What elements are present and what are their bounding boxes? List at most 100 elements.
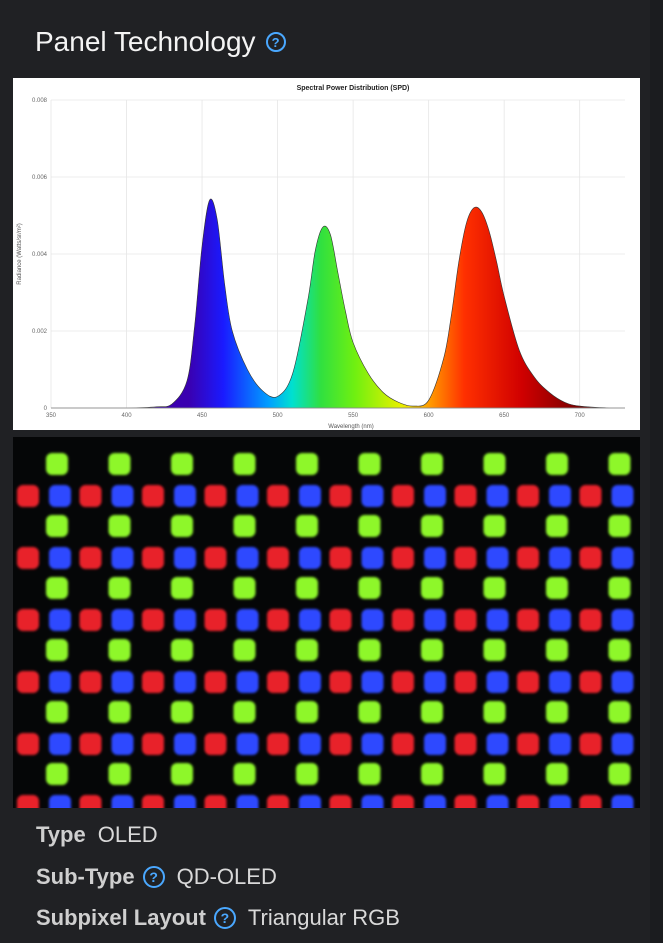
subpixel-red [267, 733, 289, 755]
subpixel-blue [424, 547, 446, 569]
subpixel-green [421, 577, 443, 599]
y-axis-label: Radiance (Watts/sr/m²) [17, 223, 23, 284]
x-tick-label: 600 [424, 413, 435, 419]
subpixel-green [608, 577, 631, 599]
question-circle-icon[interactable]: ? [142, 866, 165, 888]
subpixel-red [517, 485, 539, 507]
subpixel-green [608, 515, 631, 537]
subpixel-green [108, 453, 131, 475]
subpixel-green [46, 763, 68, 785]
subpixel-red [454, 485, 477, 507]
subpixel-green [358, 453, 381, 475]
subpixel-blue [111, 547, 134, 569]
x-tick-label: 400 [122, 413, 133, 419]
subpixel-blue [49, 547, 71, 569]
subpixel-red [204, 733, 227, 755]
spec-value-sub-type: QD-OLED [176, 864, 277, 889]
question-circle-icon[interactable]: ? [213, 907, 236, 929]
subpixel-green [46, 701, 68, 723]
subpixel-blue [549, 547, 571, 569]
subpixel-red [517, 547, 539, 569]
spd-series-area [51, 198, 625, 409]
subpixel-green [546, 701, 568, 723]
subpixel-blue [299, 671, 321, 693]
subpixel-green [108, 515, 131, 537]
subpixel-green [108, 763, 131, 785]
subpixel-blue [611, 733, 634, 755]
subpixel-red [454, 547, 477, 569]
subpixel-green [358, 515, 381, 537]
subpixel-green [171, 763, 193, 785]
subpixel-red [267, 795, 289, 808]
subpixel-blue [486, 609, 509, 631]
spec-row-subpixel-layout: Subpixel Layout ? Triangular RGB [36, 903, 400, 933]
subpixel-red [142, 547, 164, 569]
subpixel-red [392, 547, 414, 569]
subpixel-blue [111, 671, 134, 693]
x-tick-label: 350 [46, 413, 57, 419]
y-tick-label: 0.006 [32, 175, 48, 181]
subpixel-red [517, 609, 539, 631]
subpixel-red [204, 795, 227, 808]
subpixel-red [579, 795, 602, 808]
subpixel-green [46, 577, 68, 599]
subpixel-green [233, 701, 256, 723]
subpixel-blue [111, 733, 134, 755]
subpixel-red [329, 609, 352, 631]
subpixel-green [46, 639, 68, 661]
subpixel-blue [299, 485, 321, 507]
spec-label-type: Type [36, 822, 86, 847]
subpixel-red [392, 795, 414, 808]
subpixel-red [79, 795, 102, 808]
subpixel-red [392, 671, 414, 693]
subpixel-red [204, 671, 227, 693]
subpixel-blue [361, 547, 384, 569]
spec-value-type: OLED [97, 822, 158, 847]
subpixel-blue [49, 733, 71, 755]
subpixel-blue [486, 795, 509, 808]
subpixel-red [517, 733, 539, 755]
subpixel-green [46, 515, 68, 537]
subpixel-blue [486, 733, 509, 755]
subpixel-red [579, 671, 602, 693]
subpixel-green [108, 701, 131, 723]
subpixel-red [329, 671, 352, 693]
subpixel-red [142, 733, 164, 755]
subpixel-red [17, 609, 39, 631]
subpixel-green [171, 453, 193, 475]
subpixel-green [46, 453, 68, 475]
subpixel-green [546, 639, 568, 661]
subpixel-blue [424, 671, 446, 693]
subpixel-blue [174, 485, 196, 507]
subpixel-blue [49, 795, 71, 808]
subpixel-red [142, 795, 164, 808]
subpixel-red [79, 733, 102, 755]
y-tick-label: 0 [44, 406, 48, 412]
subpixel-red [329, 485, 352, 507]
subpixel-blue [299, 547, 321, 569]
x-axis-label: Wavelength (nm) [328, 424, 373, 430]
subpixel-blue [174, 609, 196, 631]
subpixel-red [17, 733, 39, 755]
subpixel-green [296, 515, 318, 537]
subpixel-green [546, 763, 568, 785]
subpixel-red [454, 795, 477, 808]
question-circle-icon[interactable]: ? [265, 32, 286, 52]
subpixel-blue [361, 671, 384, 693]
subpixel-green [546, 453, 568, 475]
subpixel-blue [486, 547, 509, 569]
spec-label-sub-type: Sub-Type [36, 864, 135, 889]
spec-row-sub-type: Sub-Type ? QD-OLED [36, 862, 277, 892]
subpixel-red [204, 547, 227, 569]
subpixel-blue [611, 795, 634, 808]
subpixel-blue [299, 795, 321, 808]
subpixel-red [267, 485, 289, 507]
subpixel-blue [549, 671, 571, 693]
subpixel-green [608, 701, 631, 723]
subpixel-green [233, 639, 256, 661]
subpixel-green [171, 515, 193, 537]
subpixel-green [608, 763, 631, 785]
subpixel-blue [486, 485, 509, 507]
subpixel-blue [236, 671, 259, 693]
subpixel-blue [49, 671, 71, 693]
